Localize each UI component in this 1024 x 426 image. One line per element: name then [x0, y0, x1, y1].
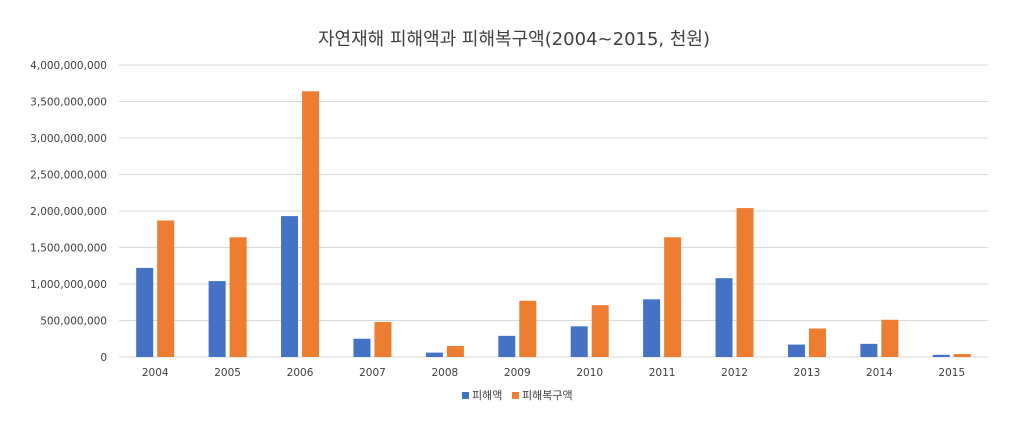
- bar-2005-recovery: [229, 237, 247, 357]
- bar-2010-recovery: [591, 305, 609, 357]
- y-axis-tick-labels: 0 500,000,000 1,000,000,000 1,500,000,000 2,…: [30, 60, 107, 364]
- bar-2008-recovery: [446, 346, 464, 357]
- x-tick-label: 2010: [576, 367, 603, 379]
- bar-2015-recovery: [953, 354, 971, 357]
- bar-2013-recovery: [808, 328, 826, 357]
- x-tick-label: 2015: [938, 367, 965, 379]
- x-axis-tick-labels: 2004 2005 2006 2007 2008 2009 2010 2011 2012 2013…: [142, 367, 965, 379]
- bar-2014-damage: [860, 343, 878, 357]
- x-tick-label: 2011: [649, 367, 676, 379]
- y-tick-label: 2,500,000,000: [30, 170, 107, 182]
- y-tick-label: 1,000,000,000: [30, 279, 107, 291]
- legend-label: 피해액: [472, 388, 502, 402]
- y-tick-label: 3,000,000,000: [30, 133, 107, 145]
- bar-2006-recovery: [302, 91, 320, 357]
- bar-2004-damage: [136, 267, 154, 357]
- x-tick-label: 2014: [866, 367, 893, 379]
- x-tick-label: 2005: [214, 367, 241, 379]
- x-tick-label: 2008: [432, 367, 459, 379]
- bar-2009-recovery: [519, 300, 537, 357]
- bar-2006-damage: [281, 216, 299, 357]
- x-tick-label: 2006: [287, 367, 314, 379]
- bar-2004-recovery: [157, 220, 175, 357]
- y-tick-label: 3,500,000,000: [30, 97, 107, 109]
- bar-2014-recovery: [881, 319, 899, 357]
- bar-2011-recovery: [664, 237, 682, 357]
- bar-2008-damage: [425, 352, 443, 357]
- gridlines: [119, 64, 988, 358]
- bar-2010-damage: [570, 326, 588, 357]
- bar-2012-damage: [715, 278, 733, 357]
- bar-2011-damage: [643, 299, 661, 357]
- y-tick-label: 500,000,000: [40, 316, 107, 328]
- x-tick-label: 2013: [794, 367, 821, 379]
- chart-title: 자연재해 피해액과 피해복구액(2004~2015, 천원): [318, 29, 710, 50]
- legend-swatch: [462, 392, 469, 399]
- y-tick-label: 1,500,000,000: [30, 243, 107, 255]
- bar-2012-recovery: [736, 208, 754, 357]
- y-tick-label: 0: [100, 352, 107, 364]
- x-tick-label: 2009: [504, 367, 531, 379]
- legend-label: 피해복구액: [522, 388, 573, 402]
- x-tick-label: 2004: [142, 367, 169, 379]
- bar-2005-damage: [208, 281, 226, 357]
- legend-swatch: [512, 392, 519, 399]
- x-tick-label: 2007: [359, 367, 386, 379]
- y-tick-label: 4,000,000,000: [30, 60, 107, 72]
- y-tick-label: 2,000,000,000: [30, 206, 107, 218]
- x-tick-label: 2012: [721, 367, 748, 379]
- bar-2009-damage: [498, 335, 516, 357]
- bar-2015-damage: [932, 354, 950, 357]
- bar-2013-damage: [787, 344, 805, 357]
- bars: [136, 91, 971, 357]
- bar-2007-damage: [353, 338, 371, 357]
- legend: 피해액 피해복구액: [462, 388, 573, 402]
- bar-2007-recovery: [374, 321, 392, 357]
